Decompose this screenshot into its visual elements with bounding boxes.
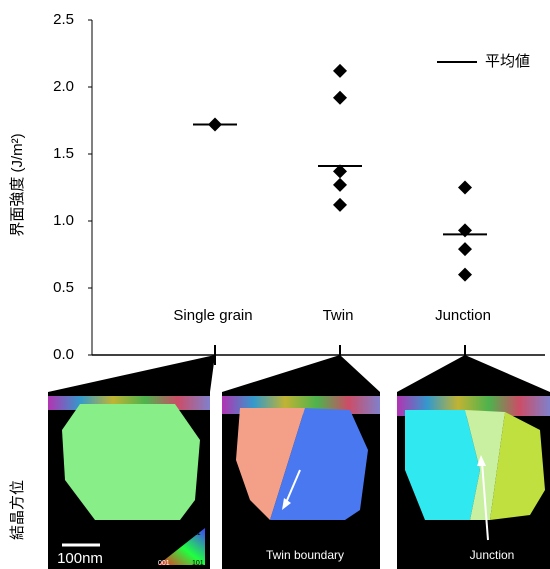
arrowhead — [282, 498, 291, 510]
scale-label: 100nm — [57, 550, 103, 567]
y-tick-label: 0.0 — [53, 346, 74, 363]
key-label: 111 — [190, 530, 201, 537]
data-point — [333, 177, 347, 192]
orientation-panels — [48, 355, 550, 569]
panel-label: 結晶方位 — [9, 480, 26, 540]
category-label: Junction — [435, 307, 491, 324]
data-point — [458, 180, 472, 195]
wedge — [397, 355, 550, 392]
y-tick-label: 0.5 — [53, 279, 74, 296]
data-point — [333, 90, 347, 105]
arrowhead — [477, 455, 486, 466]
data-point — [333, 63, 347, 78]
category-label: Twin — [323, 307, 354, 324]
arrow — [284, 469, 301, 506]
category-label: Single grain — [173, 307, 252, 324]
data-point — [333, 164, 347, 179]
y-tick-label: 2.0 — [53, 78, 74, 95]
grain — [270, 408, 368, 520]
key-label: 101 — [192, 560, 204, 567]
y-tick-label: 1.0 — [53, 212, 74, 229]
y-tick-label: 1.5 — [53, 145, 74, 162]
legend-label: 平均値 — [485, 53, 530, 70]
grain — [62, 404, 200, 520]
grain — [490, 412, 545, 520]
color-key — [158, 528, 205, 565]
annotation: Twin boundary — [266, 548, 344, 562]
data-point — [458, 242, 472, 257]
wedge — [222, 355, 380, 392]
annotation: Junction — [470, 548, 515, 562]
data-point — [458, 267, 472, 282]
y-axis-label: 界面強度 (J/m²) — [9, 133, 26, 236]
grain — [236, 408, 305, 520]
arrow — [481, 461, 489, 541]
wedge — [48, 355, 215, 392]
data-point — [333, 197, 347, 212]
grain — [405, 410, 480, 520]
y-tick-label: 2.5 — [53, 11, 74, 28]
key-label: 001 — [158, 560, 170, 567]
